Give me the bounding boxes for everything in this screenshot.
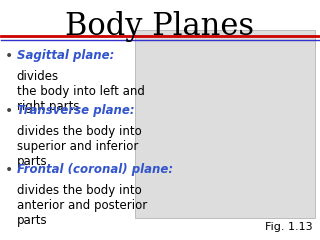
Text: •: • — [5, 104, 13, 118]
Text: Frontal (coronal) plane:: Frontal (coronal) plane: — [17, 163, 173, 176]
Bar — [135, 30, 316, 218]
Text: Sagittal plane:: Sagittal plane: — [17, 48, 122, 61]
Text: Fig. 1.13: Fig. 1.13 — [265, 222, 312, 233]
Text: divides the body into
anterior and posterior
parts: divides the body into anterior and poste… — [17, 184, 147, 227]
Text: Body Planes: Body Planes — [65, 11, 255, 42]
Text: •: • — [5, 163, 13, 177]
Text: Transverse plane:: Transverse plane: — [17, 104, 134, 117]
Text: divides the body into
superior and inferior
parts: divides the body into superior and infer… — [17, 125, 141, 168]
Text: divides
the body into left and
right parts: divides the body into left and right par… — [17, 70, 145, 113]
Text: •: • — [5, 48, 13, 63]
